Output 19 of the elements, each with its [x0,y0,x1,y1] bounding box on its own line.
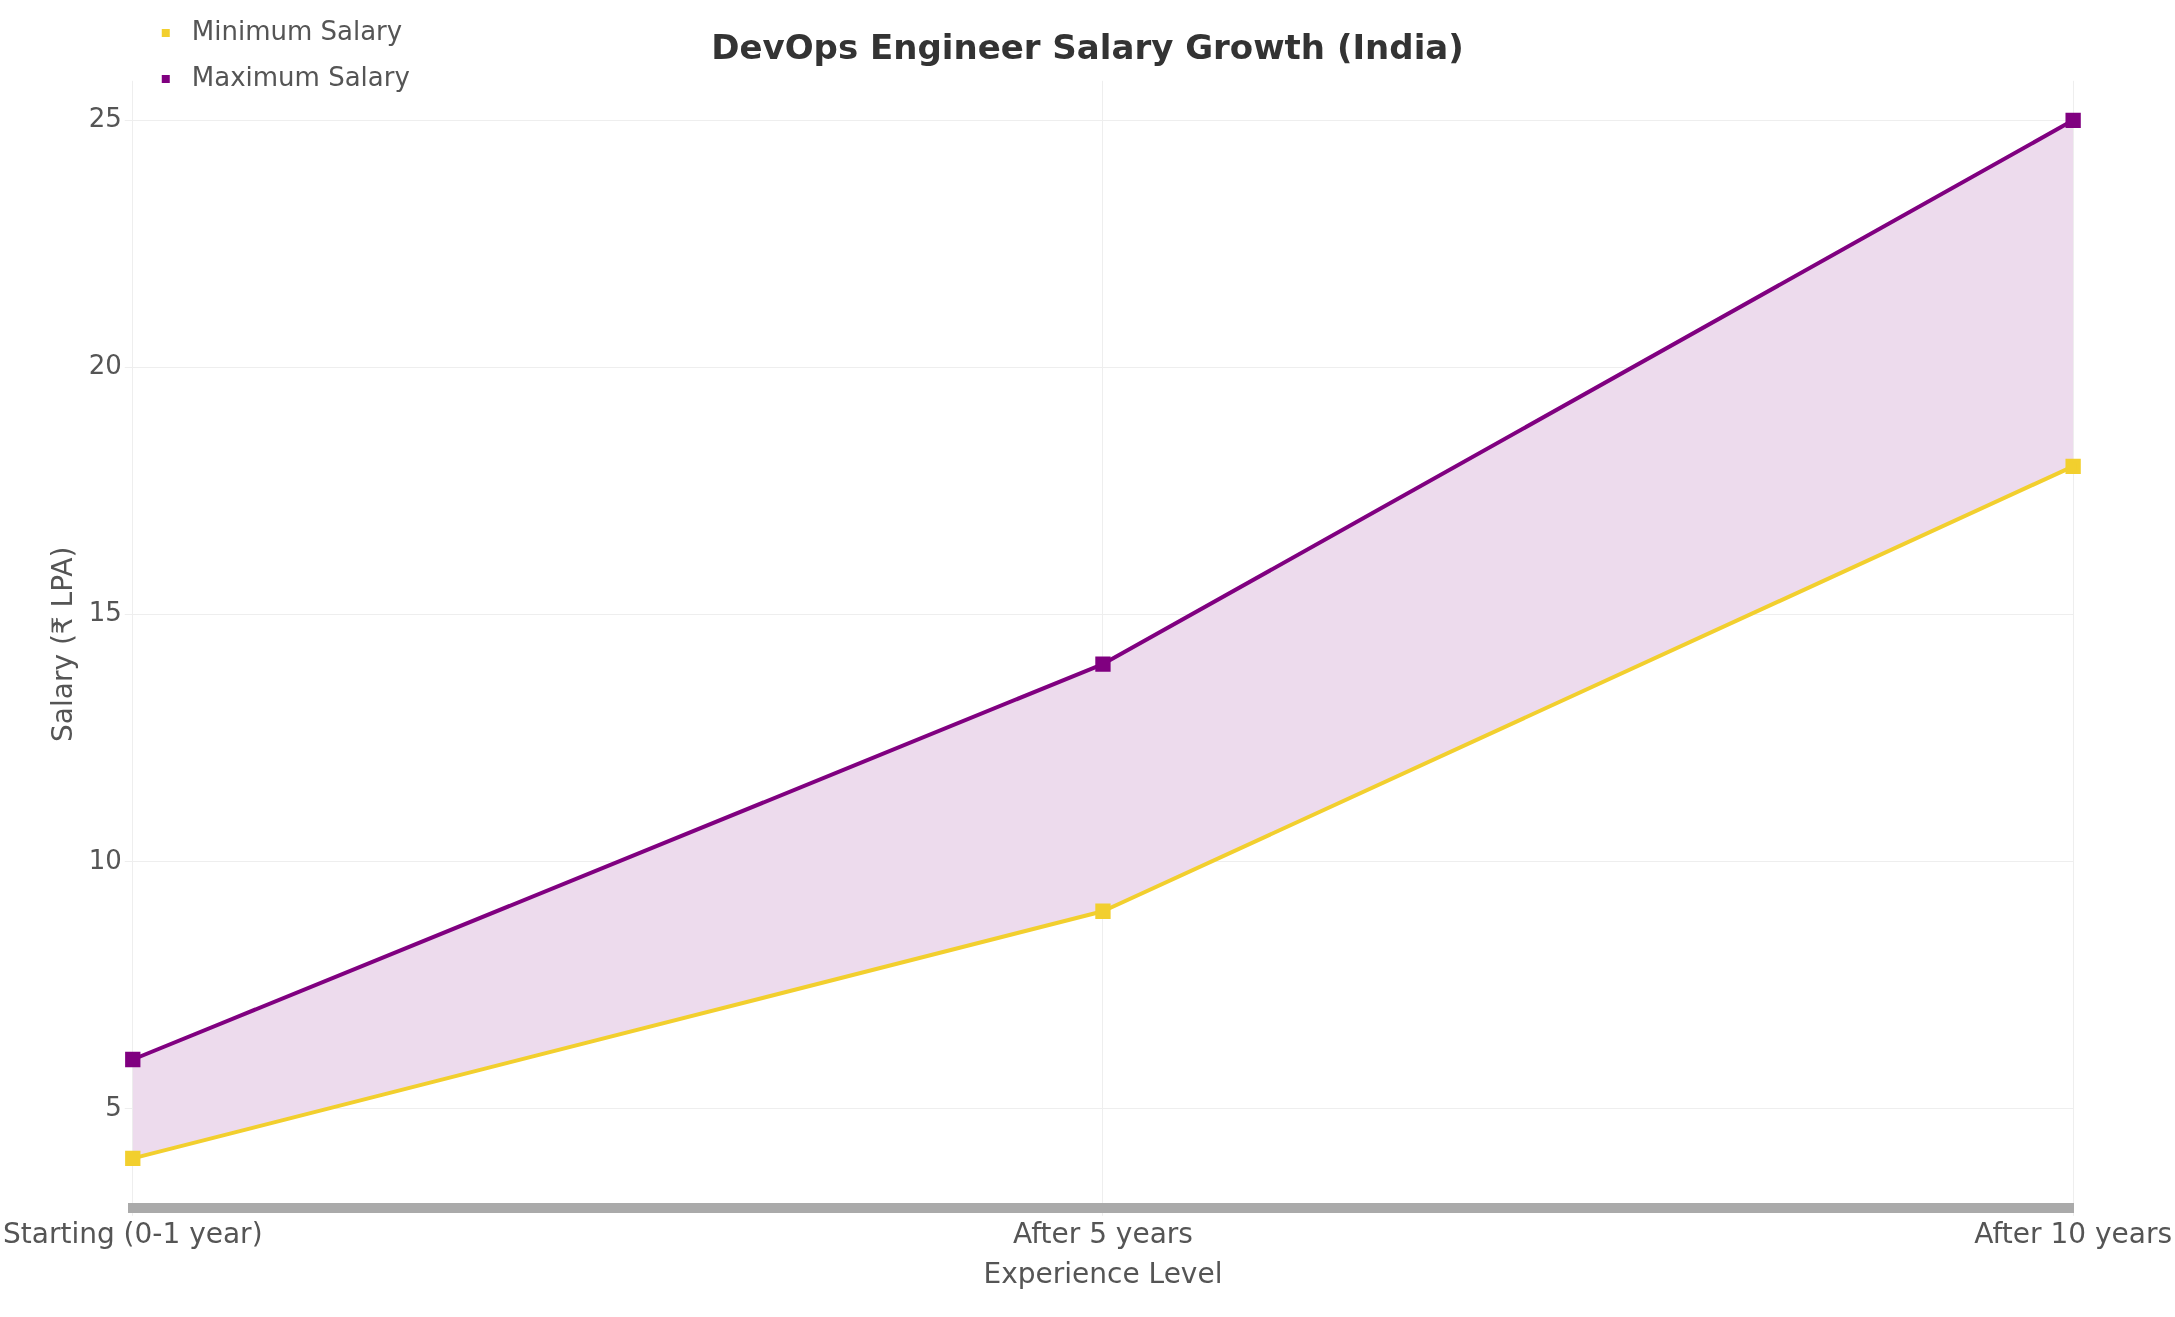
point [125,1051,141,1068]
point [2065,112,2081,128]
x-tick-label: After 5 years [1013,1216,1193,1250]
y-tick-label: 25 [88,103,122,134]
y-tick-label: 20 [88,350,122,381]
point [1095,903,1111,919]
x-tick-label: After 10 years [1974,1216,2173,1250]
point [125,1150,141,1167]
y-tick-label: 5 [105,1091,122,1122]
y-tick-label: 15 [88,597,122,628]
point [2065,458,2081,475]
y-axis-title: Salary (₹ LPA) [46,546,80,742]
point [1095,656,1111,672]
y-tick-label: 10 [88,844,122,875]
chart-title: DevOps Engineer Salary Growth (India) [711,27,1464,68]
x-tick-label: Starting (0-1 year) [3,1216,263,1250]
legend-label: Minimum Salary [191,15,403,46]
x-axis-title: Experience Level [983,1257,1223,1291]
legend-label: Maximum Salary [191,61,410,92]
